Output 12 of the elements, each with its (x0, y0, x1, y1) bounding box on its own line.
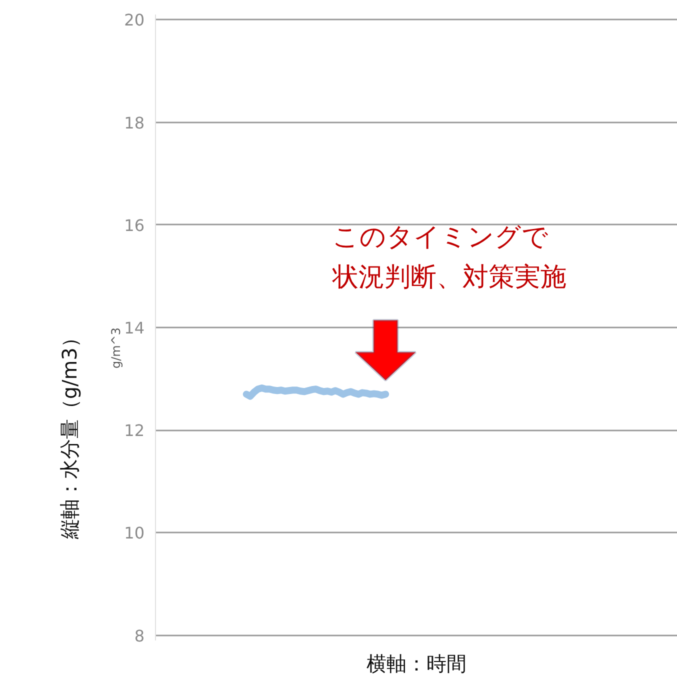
annotation: 状況判断、対策実施 (332, 262, 567, 292)
y-axis-title: g/m^3 (109, 327, 124, 369)
x-axis-title: 横軸：時間 (366, 652, 466, 676)
annotation: このタイミングで (332, 222, 549, 252)
y-tick-label: 8 (134, 626, 145, 646)
y-tick-label: 20 (124, 10, 144, 30)
y-tick-label: 12 (124, 421, 144, 440)
y-tick-label: 16 (124, 216, 144, 235)
text: 縦軸：水分量（g/m3） (58, 328, 82, 540)
y-tick-label: 10 (124, 524, 144, 543)
y-tick-label: 18 (124, 113, 144, 132)
y-tick-label: 14 (124, 318, 144, 338)
